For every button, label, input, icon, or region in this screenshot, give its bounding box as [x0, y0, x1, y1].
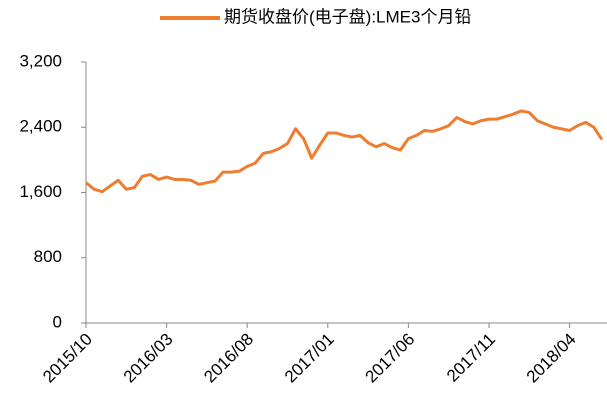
- y-tick-label: 800: [34, 247, 62, 266]
- x-tick-label: 2017/11: [443, 330, 499, 386]
- y-tick-label: 2,400: [19, 117, 62, 136]
- series-line: [85, 109, 604, 194]
- y-tick-label: 3,200: [19, 51, 62, 70]
- x-tick-label: 2016/08: [200, 330, 257, 387]
- x-tick-label: 2017/06: [362, 330, 419, 387]
- legend-label: 期货收盘价(电子盘):LME3个月铅: [224, 7, 471, 26]
- y-tick-label: 1,600: [19, 182, 62, 201]
- y-tick-label: 0: [53, 312, 62, 331]
- x-tick-label: 2016/03: [120, 330, 177, 387]
- x-tick-label: 2017/01: [281, 330, 338, 387]
- x-tick-label: 2015/10: [39, 330, 96, 387]
- x-tick-label: 2018/04: [523, 330, 580, 387]
